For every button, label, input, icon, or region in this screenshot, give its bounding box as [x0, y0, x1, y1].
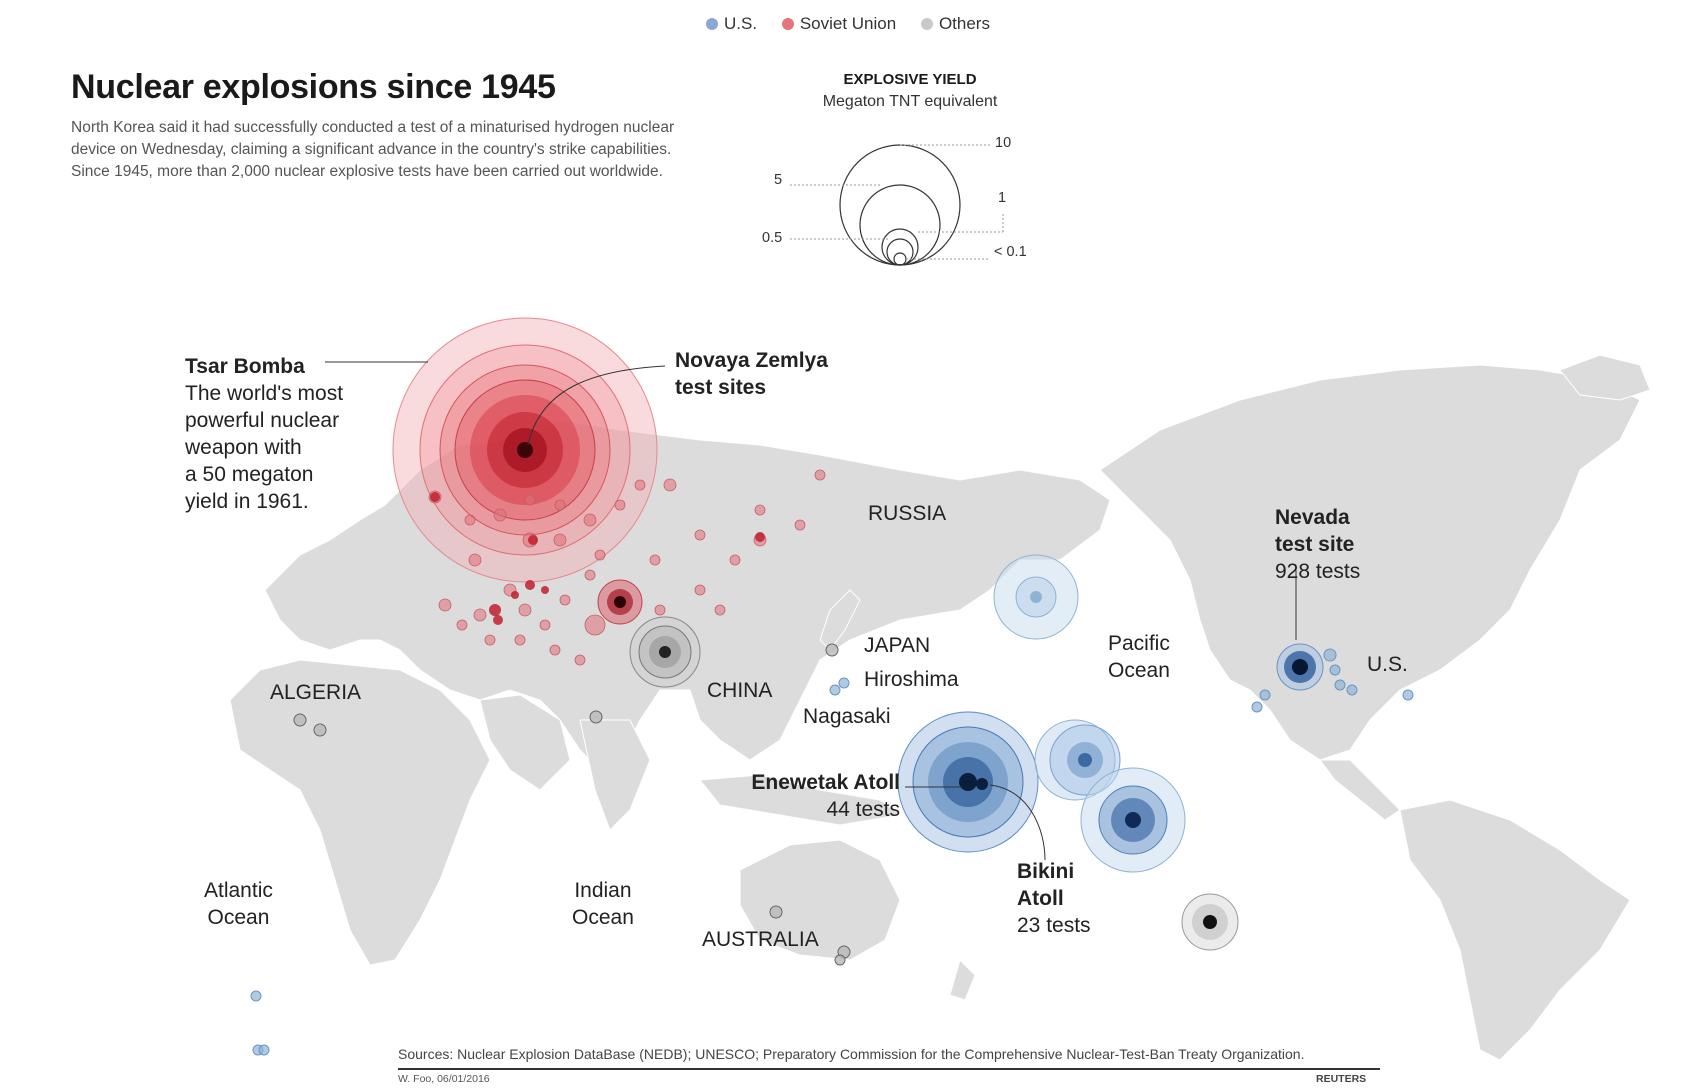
- credit-line: W. Foo, 06/01/2016: [398, 1073, 490, 1085]
- label-russia: RUSSIA: [868, 502, 947, 525]
- yield-circle-01: [893, 252, 907, 266]
- tsar-bomba-line: The world's most: [185, 382, 344, 405]
- bikini-line: Atoll: [1017, 887, 1064, 910]
- legend-label: Others: [938, 14, 990, 33]
- label-china: CHINA: [707, 679, 773, 702]
- yield-label-01: < 0.1: [994, 244, 1027, 260]
- soviet-dark-dots: [430, 492, 765, 625]
- novaya-zemlya-line: Novaya Zemlya: [675, 349, 828, 372]
- landmass-japan: [819, 589, 861, 651]
- bikini-annotation: Bikini Atoll 23 tests: [1017, 858, 1091, 939]
- others-dot-icon: [920, 18, 933, 30]
- enewetak-count: 44 tests: [826, 798, 900, 821]
- ocean-line: Ocean: [207, 906, 270, 929]
- footer-rule: [398, 1068, 1380, 1070]
- landmass-indonesia: [699, 774, 902, 826]
- label-nagasaki: Nagasaki: [803, 705, 891, 728]
- subtitle-line: North Korea said it had successfully con…: [71, 119, 675, 136]
- ocean-line: Pacific: [1108, 632, 1170, 655]
- nevada-line: test site: [1275, 533, 1355, 556]
- yield-label-1: 1: [998, 190, 1007, 206]
- tsar-bomba-annotation: Tsar Bomba The world's most powerful nuc…: [185, 353, 343, 515]
- label-australia: AUSTRALIA: [702, 928, 819, 951]
- tsar-bomba-line: powerful nuclear: [185, 409, 340, 432]
- legend-item-us: U.S.: [706, 14, 757, 34]
- leader-lines: [325, 361, 1297, 861]
- yield-label-5: 5: [774, 172, 783, 188]
- page-title: Nuclear explosions since 1945: [71, 68, 556, 106]
- ocean-line: Ocean: [1108, 659, 1170, 682]
- yield-label-10: 10: [995, 135, 1012, 151]
- ocean-line: Indian: [574, 879, 632, 902]
- soviet-bubbles: [392, 317, 826, 666]
- sources-note: Sources: Nuclear Explosion DataBase (NED…: [398, 1046, 1305, 1062]
- landmass-africa: [229, 659, 491, 966]
- label-atlantic-ocean: Atlantic Ocean: [204, 877, 273, 931]
- legend-label: Soviet Union: [799, 14, 897, 33]
- label-algeria: ALGERIA: [270, 681, 362, 704]
- bikini-line: Bikini: [1017, 860, 1075, 883]
- novaya-zemlya-line: test sites: [675, 376, 767, 399]
- tsar-bomba-line: weapon with: [185, 436, 302, 459]
- ocean-line: Atlantic: [204, 879, 273, 902]
- bikini-count: 23 tests: [1017, 914, 1091, 937]
- yield-legend-subtitle: Megaton TNT equivalent: [822, 93, 998, 110]
- yield-legend-leaders: [790, 144, 1004, 260]
- yield-circle-05: [886, 238, 914, 266]
- landmass-arabia: [479, 694, 571, 791]
- novaya-zemlya-core: [517, 442, 533, 458]
- landmass-south-america: [1399, 799, 1631, 1061]
- us-bubbles: [250, 554, 1414, 1056]
- landmass-north-america: [1099, 364, 1641, 761]
- landmass-greenland: [1559, 354, 1651, 401]
- tsar-bomba-line: yield in 1961.: [185, 490, 309, 513]
- us-dot-icon: [706, 18, 719, 30]
- landmass-india: [579, 719, 651, 831]
- nevada-annotation: Nevada test site 928 tests: [1275, 504, 1360, 585]
- yield-label-05: 0.5: [762, 230, 783, 246]
- label-indian-ocean: Indian Ocean: [572, 877, 634, 931]
- label-hiroshima: Hiroshima: [864, 668, 959, 691]
- ocean-line: Ocean: [572, 906, 634, 929]
- landmass-new-zealand: [949, 959, 976, 1001]
- tsar-bomba-title: Tsar Bomba: [185, 355, 305, 378]
- label-pacific-ocean: Pacific Ocean: [1108, 630, 1170, 684]
- subtitle-line: device on Wednesday, claiming a signific…: [71, 141, 672, 158]
- others-scatter-dots: [293, 643, 851, 966]
- land-masses: [229, 354, 1651, 1061]
- subtitle: North Korea said it had successfully con…: [71, 117, 761, 183]
- enewetak-annotation: Enewetak Atoll 44 tests: [700, 769, 900, 823]
- us-scatter-dots: [250, 648, 1414, 1056]
- tsar-bomba-line: a 50 megaton: [185, 463, 314, 486]
- legend-item-others: Others: [920, 14, 990, 34]
- yield-legend-circles: [839, 144, 961, 266]
- nevada-count: 928 tests: [1275, 560, 1361, 583]
- label-japan: JAPAN: [864, 634, 931, 657]
- label-us: U.S.: [1367, 653, 1408, 676]
- nevada-line: Nevada: [1275, 506, 1350, 529]
- landmass-central-america: [1319, 759, 1401, 821]
- subtitle-line: Since 1945, more than 2,000 nuclear expl…: [71, 163, 663, 180]
- reuters-logo: REUTERS: [1316, 1073, 1367, 1085]
- landmass-australia: [739, 839, 901, 961]
- enewetak-title: Enewetak Atoll: [751, 771, 900, 794]
- yield-legend-title: EXPLOSIVE YIELD: [843, 71, 977, 88]
- others-bubbles: [293, 616, 1239, 966]
- yield-circle-10: [839, 144, 961, 266]
- legend: U.S. Soviet Union Others: [0, 14, 1696, 34]
- soviet-dot-icon: [781, 18, 794, 30]
- legend-label: U.S.: [724, 14, 758, 33]
- legend-item-soviet: Soviet Union: [781, 14, 897, 34]
- soviet-scatter-dots: [428, 469, 826, 666]
- novaya-zemlya-annotation: Novaya Zemlya test sites: [675, 347, 828, 401]
